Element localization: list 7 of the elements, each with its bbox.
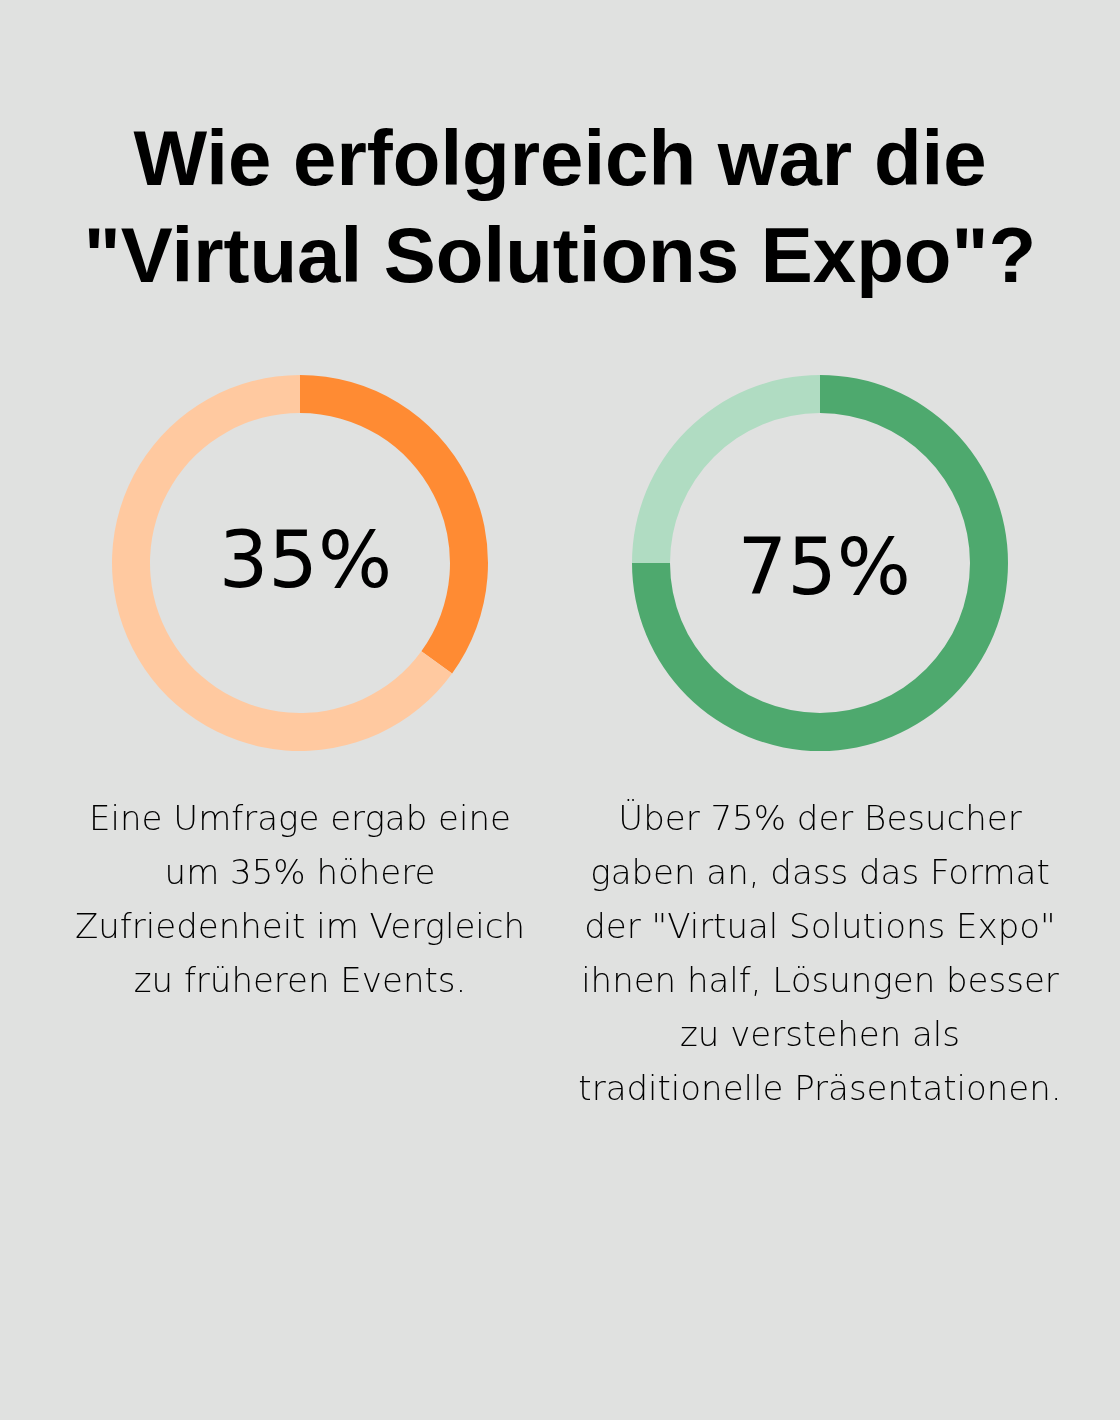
donut-slice <box>112 375 453 751</box>
data-label: 75% <box>737 522 911 613</box>
text: Über 75% der Besucher gaben an, dass das Format der "Virtual Solutions Expo" ihnen half, Lösungen besser zu verstehen als traditionelle Präsentationen. <box>577 797 1063 1110</box>
donut-slice <box>632 375 1008 751</box>
text: Eine Umfrage ergab eine um 35% höhere Zufriedenheit im Vergleich zu früheren Events. <box>74 797 526 1002</box>
chart-title: Wie erfolgreich war die "Virtual Solutions Expo"? <box>82 113 1038 301</box>
data-label: 35% <box>218 515 393 606</box>
